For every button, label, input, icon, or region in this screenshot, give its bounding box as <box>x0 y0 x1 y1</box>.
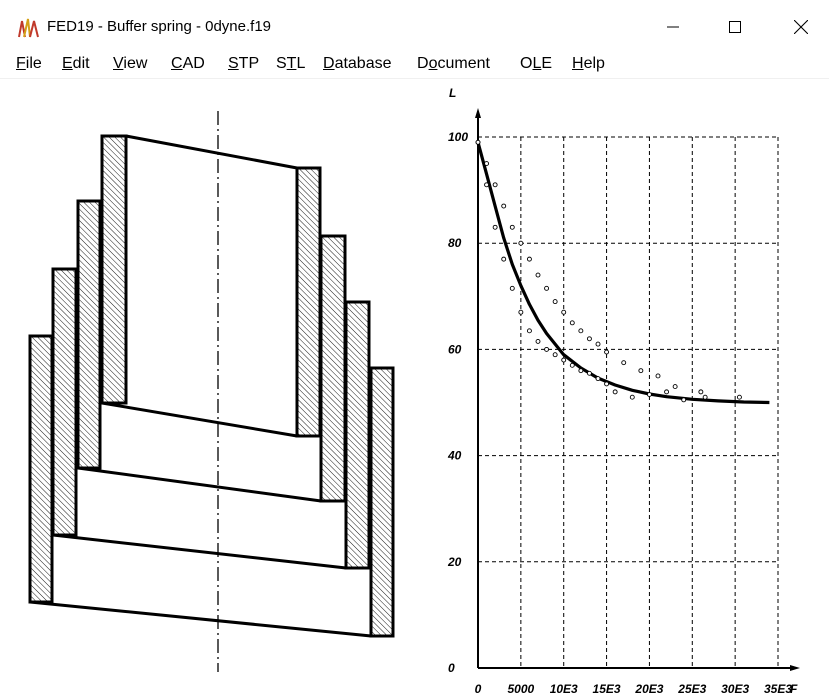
x-tick-label: 20E3 <box>634 682 663 696</box>
x-tick-label: 30E3 <box>721 682 749 696</box>
series-point-circles-upper <box>698 389 704 395</box>
fed-app-icon <box>18 18 39 38</box>
series-point-circles-lower <box>509 285 515 291</box>
series-point-circles-lower <box>595 376 601 382</box>
y-tick-label: 60 <box>448 342 462 356</box>
series-point-circles-lower <box>552 352 558 358</box>
series-point-circles-upper <box>655 373 661 379</box>
maximize-button[interactable] <box>712 12 758 42</box>
series-point-circles-lower <box>629 394 635 400</box>
series-point-circles-lower <box>544 346 550 352</box>
series-point-circles-lower <box>492 224 498 230</box>
menu-help[interactable]: Help <box>572 55 605 72</box>
menu-database[interactable]: Database <box>323 55 392 72</box>
series-point-circles-upper <box>604 349 610 355</box>
y-tick-label: 0 <box>448 661 455 675</box>
series-point-circles-lower <box>604 381 610 387</box>
series-point-circles-upper <box>569 320 575 326</box>
load-deflection-chart: 0 20 40 60 80 100 0 5000 10E3 15E3 20E3 25E3 30E3 35E… <box>447 86 800 696</box>
ring3-right-wall <box>344 300 371 570</box>
maximize-icon <box>729 21 741 33</box>
menu-separator <box>0 78 829 79</box>
series-point-circles-upper <box>501 203 507 209</box>
close-icon <box>794 20 808 34</box>
series-point-circles-upper <box>535 272 541 278</box>
outer-ring-right-wall <box>369 366 395 638</box>
menu-document[interactable]: Document <box>417 55 490 72</box>
ring2-right-wall <box>319 234 347 503</box>
menu-view[interactable]: View <box>113 55 148 72</box>
series-point-circles-upper <box>672 384 678 390</box>
x-tick-label: 10E3 <box>550 682 578 696</box>
y-tick-label: 80 <box>448 236 462 250</box>
series-point-circles-upper <box>484 161 490 167</box>
series-line-main <box>476 141 770 405</box>
minimize-icon <box>667 26 679 28</box>
inner-ring-left-wall <box>100 134 128 405</box>
series-point-circles-upper <box>595 341 601 347</box>
series-point-circles-upper <box>544 285 550 291</box>
y-tick-label: 40 <box>447 449 462 463</box>
y-axis-arrow <box>475 108 481 118</box>
series-point-circles-lower <box>569 362 575 368</box>
series-point-circles-upper <box>552 299 558 305</box>
series-point-circles-lower <box>484 182 490 188</box>
x-axis-arrow <box>790 665 800 671</box>
series-point-circles-lower <box>646 392 652 397</box>
series-point-circles-lower <box>535 338 541 344</box>
ring2-bottom-line <box>77 466 322 503</box>
inner-ring-bottom-line <box>101 401 298 438</box>
spring-section-drawing <box>28 111 395 672</box>
series-point-circles-upper <box>638 368 644 374</box>
outer-ring-bottom-line <box>29 600 372 638</box>
series-point-circles-lower <box>664 389 670 395</box>
ring2-left-wall <box>76 199 102 470</box>
x-tick-label: 25E3 <box>677 682 706 696</box>
series-point-circles-lower <box>681 397 687 403</box>
y-axis-label: L <box>449 86 456 100</box>
series-point-circles-lower <box>475 139 481 145</box>
minimize-button[interactable] <box>650 12 696 42</box>
series-point-circles-upper <box>586 336 592 342</box>
menu-bar: File Edit View CAD STP STL Database Docu… <box>0 52 829 78</box>
series-point-circles-lower <box>561 357 567 363</box>
x-axis-label: F <box>790 682 798 696</box>
menu-ole[interactable]: OLE <box>520 55 553 72</box>
series-point-circles-upper <box>561 309 567 315</box>
series-point-circles-upper <box>492 182 498 188</box>
outer-ring-left-wall <box>28 334 54 604</box>
series-point-circles-upper <box>509 224 515 230</box>
menu-file[interactable]: File <box>16 55 42 72</box>
drawing-canvas[interactable]: 0 20 40 60 80 100 0 5000 10E3 15E3 20E3 25E3 30E3 35E… <box>0 79 829 698</box>
menu-edit[interactable]: Edit <box>62 55 90 72</box>
series-point-circles-lower <box>586 370 592 376</box>
x-tick-label: 35E3 <box>764 682 792 696</box>
x-tick-label: 0 <box>475 682 482 696</box>
title-bar: FED19 - Buffer spring - 0dyne.f19 <box>0 0 829 54</box>
menu-cad[interactable]: CAD <box>171 55 205 72</box>
x-tick-label: 15E3 <box>593 682 621 696</box>
series-point-circles-lower <box>518 309 524 315</box>
inner-ring-right-wall <box>295 166 322 438</box>
series-point-circles-lower <box>702 394 708 400</box>
series-point-circles-upper <box>578 328 584 334</box>
ring3-left-wall <box>51 267 78 537</box>
series-point-circles-upper <box>736 394 742 400</box>
series-point-circles-lower <box>612 389 618 395</box>
menu-stp[interactable]: STP <box>228 55 260 72</box>
series-point-circles-lower <box>578 368 584 374</box>
ring3-bottom-line <box>52 533 347 570</box>
x-tick-label: 5000 <box>508 682 535 696</box>
window-title: FED19 - Buffer spring - 0dyne.f19 <box>47 18 272 35</box>
series-point-circles-lower <box>526 328 532 334</box>
y-tick-label: 20 <box>447 555 462 569</box>
series-point-circles-upper <box>526 256 532 262</box>
series-point-circles-upper <box>621 360 627 366</box>
close-button[interactable] <box>778 12 824 42</box>
series-point-circles-upper <box>518 240 524 246</box>
series-point-circles-lower <box>501 256 507 262</box>
menu-stl[interactable]: STL <box>276 55 306 72</box>
y-tick-label: 100 <box>448 130 468 144</box>
inner-ring-top-line <box>125 134 298 170</box>
